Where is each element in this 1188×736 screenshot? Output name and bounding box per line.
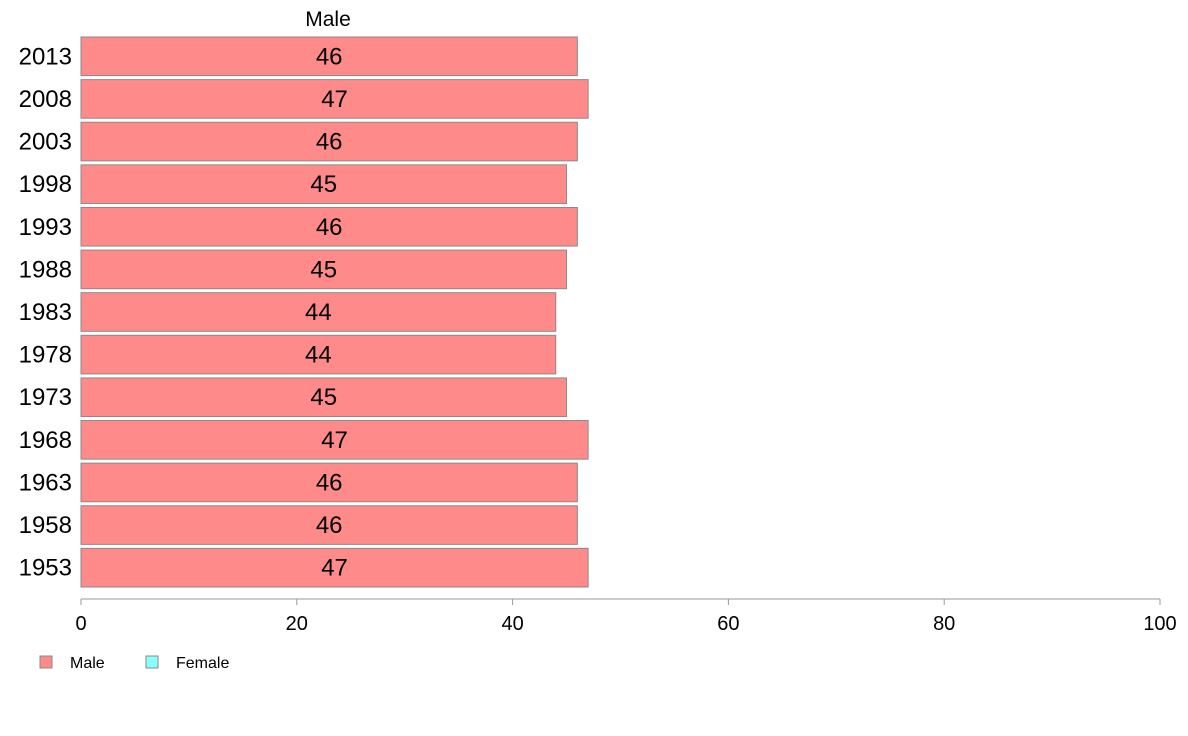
x-tick-label-20: 20 [286,613,308,635]
data-label-2013: 46 [316,43,343,70]
data-label-2003: 46 [316,129,343,156]
data-label-1983: 44 [305,299,332,326]
bars: 2013 46 2008 47 2003 46 1998 45 1993 46 1988 45 1983… [19,36,589,588]
category-label-1988: 1988 [19,256,72,283]
bar-2008 [80,79,589,119]
data-label-1988: 45 [310,256,337,283]
category-label-2013: 2013 [19,43,72,70]
category-label-1973: 1973 [19,384,72,411]
legend-label-female: Female [176,655,229,672]
data-label-1978: 44 [305,342,332,369]
bar-1958 [80,505,578,545]
category-label-1968: 1968 [19,427,72,454]
category-label-1963: 1963 [19,469,72,496]
category-label-2008: 2008 [19,86,72,113]
x-tick-label-0: 0 [75,613,86,635]
category-label-1953: 1953 [19,555,72,582]
legend-label-male: Male [70,655,105,672]
category-label-1998: 1998 [19,171,72,198]
bar-1998 [80,164,568,204]
category-label-1993: 1993 [19,214,72,241]
data-label-1953: 47 [321,555,348,582]
chart-title: Male [305,8,351,31]
bar-1963 [80,462,578,503]
category-label-1983: 1983 [19,299,72,326]
data-label-1993: 46 [316,214,343,241]
x-tick-label-80: 80 [933,613,955,635]
data-label-1963: 46 [316,469,343,496]
data-label-1958: 46 [316,512,343,539]
category-label-1978: 1978 [19,342,72,369]
x-tick-label-60: 60 [717,613,739,635]
legend: Male Female [39,655,229,672]
x-tick-label-100: 100 [1143,613,1176,635]
category-label-1958: 1958 [19,512,72,539]
bar-1983 [80,292,557,332]
data-label-2008: 47 [321,86,348,113]
bar-1968 [80,420,589,460]
bar-2003 [80,121,578,162]
bar-1973 [80,377,568,418]
legend-swatch-female [145,655,159,669]
data-label-1968: 47 [321,427,348,454]
bar-2013 [80,36,578,77]
bar-1988 [80,249,568,290]
data-label-1998: 45 [310,171,337,198]
category-label-2003: 2003 [19,129,72,156]
x-tick-label-40: 40 [501,613,523,635]
bar-1978 [80,334,557,375]
data-label-1973: 45 [310,384,337,411]
legend-swatch-male [39,655,53,669]
bar-1953 [80,547,589,588]
x-axis: 0 20 40 60 80 100 [75,598,1177,635]
bar-1993 [80,206,578,247]
